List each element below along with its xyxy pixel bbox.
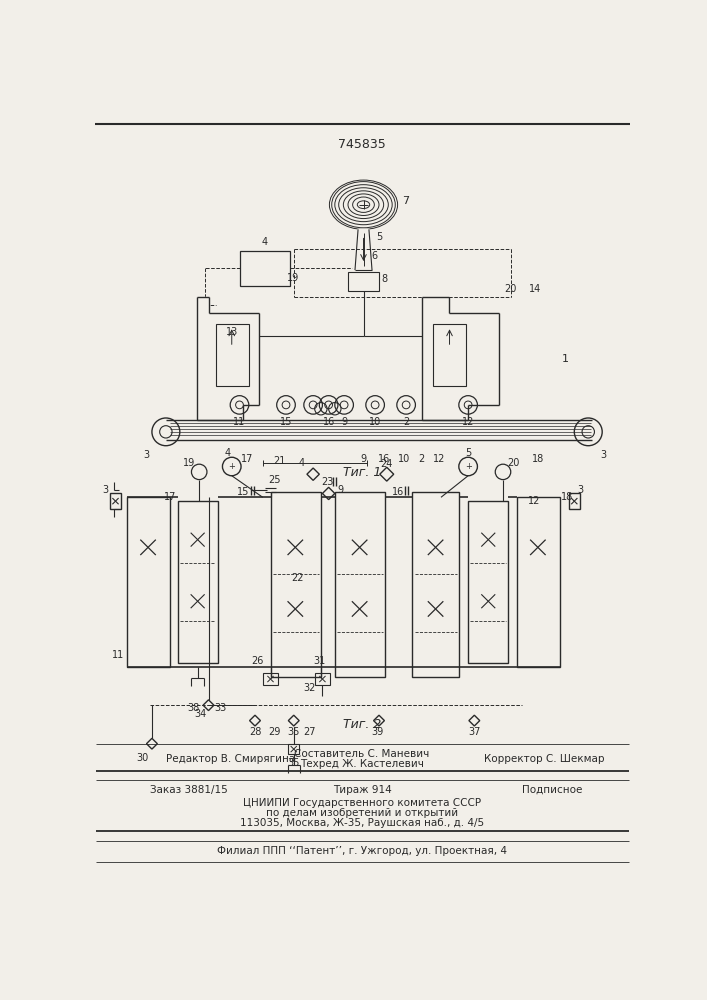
Text: 28: 28 — [249, 727, 261, 737]
Text: Составитель С. Маневич: Составитель С. Маневич — [294, 749, 430, 759]
Text: 3: 3 — [601, 450, 607, 460]
Text: 11: 11 — [112, 650, 124, 660]
Text: 10: 10 — [369, 417, 381, 427]
Text: 15: 15 — [280, 417, 292, 427]
Text: 27: 27 — [303, 727, 315, 737]
Polygon shape — [197, 297, 259, 420]
Text: 25: 25 — [268, 475, 281, 485]
Bar — [177, 501, 218, 663]
Text: 3: 3 — [144, 450, 150, 460]
Text: 19: 19 — [183, 458, 195, 468]
Bar — [569, 493, 580, 509]
Text: 34: 34 — [194, 709, 207, 719]
Text: 19: 19 — [287, 273, 299, 283]
Text: +: + — [464, 462, 472, 471]
Text: 4: 4 — [262, 237, 268, 247]
Text: 7: 7 — [402, 196, 409, 206]
Text: по делам изобретений и открытий: по делам изобретений и открытий — [266, 808, 458, 818]
Text: 22: 22 — [291, 573, 304, 583]
Text: 37: 37 — [468, 727, 481, 737]
Polygon shape — [421, 297, 499, 420]
Text: 3: 3 — [103, 485, 108, 495]
Bar — [127, 497, 170, 667]
Text: Подписное: Подписное — [522, 785, 583, 795]
Text: 35: 35 — [288, 758, 300, 768]
Text: 2: 2 — [403, 417, 409, 427]
Text: 1: 1 — [561, 354, 568, 364]
Text: 16: 16 — [322, 417, 334, 427]
Text: 31: 31 — [313, 656, 325, 666]
Text: 9: 9 — [341, 417, 347, 427]
Text: Тираж 914: Тираж 914 — [332, 785, 392, 795]
Bar — [240, 251, 290, 286]
Text: 12: 12 — [433, 454, 445, 464]
Bar — [288, 744, 299, 754]
Text: 16: 16 — [378, 454, 390, 464]
Text: 38: 38 — [187, 703, 199, 713]
Text: 16: 16 — [392, 487, 404, 497]
Text: Техред Ж. Кастелевич: Техред Ж. Кастелевич — [300, 759, 424, 769]
Text: 18: 18 — [532, 454, 544, 464]
Text: Τиг. 2: Τиг. 2 — [343, 718, 381, 731]
Text: 113035, Москва, Ж-35, Раушская наб., д. 4/5: 113035, Москва, Ж-35, Раушская наб., д. … — [240, 818, 484, 828]
Text: ЦНИИПИ Государственного комитета СССР: ЦНИИПИ Государственного комитета СССР — [243, 798, 481, 808]
Text: 6: 6 — [371, 251, 378, 261]
Text: 30: 30 — [136, 753, 148, 763]
Text: 33: 33 — [214, 703, 226, 713]
Text: 13: 13 — [226, 327, 238, 337]
Text: 3: 3 — [578, 485, 583, 495]
Text: +: + — [228, 462, 235, 471]
Text: 5: 5 — [465, 448, 472, 458]
Bar — [271, 492, 321, 677]
Text: 17: 17 — [241, 454, 253, 464]
Text: 24: 24 — [380, 459, 393, 469]
Text: 17: 17 — [163, 492, 176, 502]
Bar — [216, 324, 249, 386]
Text: 9: 9 — [337, 485, 344, 495]
Text: 14: 14 — [529, 284, 541, 294]
Text: 20: 20 — [507, 458, 519, 468]
Text: 10: 10 — [399, 454, 411, 464]
Text: 745835: 745835 — [338, 138, 386, 151]
Bar — [110, 493, 121, 509]
Text: 4: 4 — [298, 458, 305, 468]
Text: 12: 12 — [462, 417, 474, 427]
Bar — [433, 324, 466, 386]
Bar — [315, 673, 330, 685]
Text: 11: 11 — [233, 417, 245, 427]
Text: 9: 9 — [361, 454, 366, 464]
Text: 29: 29 — [268, 727, 281, 737]
Text: 12: 12 — [528, 496, 540, 506]
Text: 2: 2 — [419, 454, 425, 464]
Text: Редактор В. Смирягина: Редактор В. Смирягина — [166, 754, 295, 764]
Text: 15: 15 — [237, 487, 250, 497]
Text: Заказ 3881/15: Заказ 3881/15 — [151, 785, 228, 795]
Bar — [412, 492, 459, 677]
Text: 39: 39 — [371, 727, 384, 737]
Text: 23: 23 — [321, 477, 333, 487]
Bar — [263, 673, 279, 685]
Bar — [468, 501, 508, 663]
Text: 32: 32 — [303, 683, 315, 693]
Polygon shape — [355, 229, 372, 270]
Text: 4: 4 — [225, 448, 231, 458]
Text: 35: 35 — [288, 727, 300, 737]
Text: 8: 8 — [381, 274, 387, 284]
Bar — [335, 492, 385, 677]
Text: 5: 5 — [376, 232, 382, 242]
Text: Корректор С. Шекмар: Корректор С. Шекмар — [484, 754, 604, 764]
Bar — [348, 272, 379, 291]
Text: 20: 20 — [505, 284, 517, 294]
Text: 21: 21 — [274, 456, 286, 466]
Text: 26: 26 — [251, 656, 264, 666]
Text: Филиал ППП ‘‘Патент’’, г. Ужгород, ул. Проектная, 4: Филиал ППП ‘‘Патент’’, г. Ужгород, ул. П… — [217, 846, 507, 856]
Text: 18: 18 — [561, 492, 573, 502]
Text: Τиг. 1: Τиг. 1 — [343, 466, 381, 479]
Bar — [517, 497, 559, 667]
